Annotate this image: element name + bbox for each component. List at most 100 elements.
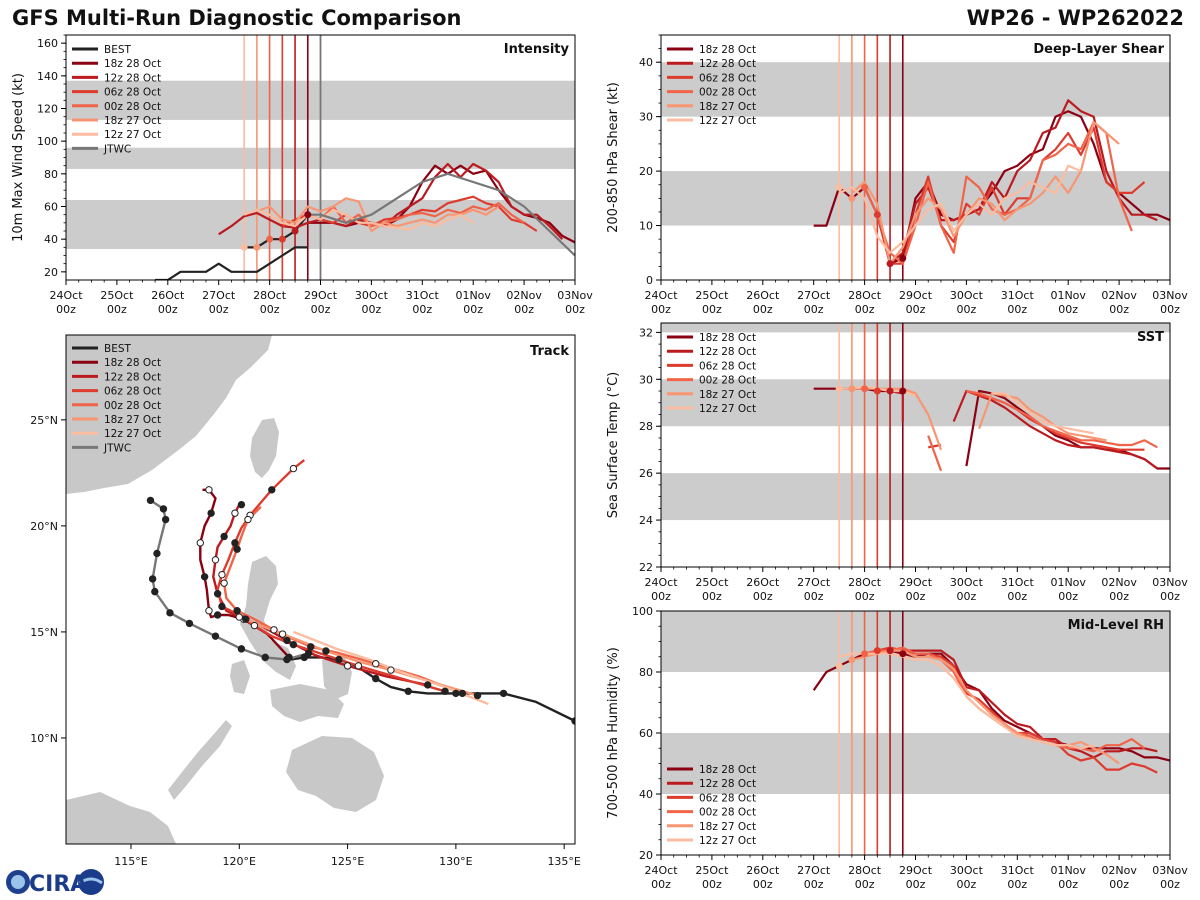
track-point-12z-28-oct bbox=[424, 681, 432, 689]
shear-legend-label-06z-28-oct: 06z 28 Oct bbox=[699, 72, 756, 84]
track-legend-label-best: BEST bbox=[104, 343, 132, 355]
track-point-18z-27-oct bbox=[242, 615, 250, 623]
track-line-12z-27-oct bbox=[292, 630, 489, 706]
shear-ytick-label: 30 bbox=[639, 111, 653, 124]
sst-xtick-sublabel: 00z bbox=[702, 590, 722, 603]
rh-xtick-label: 31Oct bbox=[1001, 864, 1035, 877]
track-point-12z-28-oct bbox=[235, 613, 243, 621]
track-point-00z-28-oct bbox=[270, 626, 278, 634]
shear-xtick-label: 03Nov bbox=[1152, 289, 1188, 302]
shear-legend-label-12z-28-oct: 12z 28 Oct bbox=[699, 58, 756, 70]
rh-xtick-sublabel: 00z bbox=[1007, 878, 1027, 891]
shear-xtick-label: 30Oct bbox=[950, 289, 984, 302]
intensity-xtick-label: 03Nov bbox=[557, 289, 593, 302]
rh-xtick-label: 29Oct bbox=[899, 864, 933, 877]
rh-legend-label-06z-28-oct: 06z 28 Oct bbox=[699, 792, 756, 804]
cira-logo: CIRA bbox=[6, 869, 104, 897]
intensity-ytick-label: 20 bbox=[44, 266, 58, 279]
track-point-jtwc bbox=[304, 649, 313, 657]
rh-xtick-sublabel: 00z bbox=[855, 878, 875, 891]
intensity-legend-label-00z-28-oct: 00z 28 Oct bbox=[104, 101, 161, 113]
land-visayas bbox=[270, 684, 344, 722]
sst-xtick-sublabel: 00z bbox=[906, 590, 926, 603]
shear-xtick-label: 31Oct bbox=[1001, 289, 1035, 302]
track-point-12z-28-oct bbox=[231, 509, 239, 517]
shear-init-dot-12z-27-oct bbox=[835, 183, 843, 191]
intensity-xtick-sublabel: 00z bbox=[209, 303, 229, 316]
sst-xtick-label: 31Oct bbox=[1001, 576, 1035, 589]
shear-xtick-sublabel: 00z bbox=[1109, 303, 1129, 316]
track-point-jtwc bbox=[151, 587, 159, 596]
sst-band-2 bbox=[661, 323, 1170, 333]
track-ytick-label: 10°N bbox=[30, 732, 58, 745]
shear-xtick-sublabel: 00z bbox=[855, 303, 875, 316]
shear-series-12z-27-oct-5 bbox=[838, 164, 1082, 254]
intensity-legend-label-18z-28-oct: 18z 28 Oct bbox=[104, 58, 161, 70]
track-xtick-label: 120°E bbox=[223, 855, 256, 868]
track-ytick-label: 25°N bbox=[30, 414, 58, 427]
intensity-series-12z-27-oct-7 bbox=[243, 208, 474, 231]
shear-xtick-label: 28Oct bbox=[848, 289, 882, 302]
track-point-12z-28-oct bbox=[343, 662, 352, 670]
shear-xtick-sublabel: 00z bbox=[702, 303, 722, 316]
sst-legend: 18z 28 Oct 12z 28 Oct 06z 28 Oct 00z 28 Oct… bbox=[667, 332, 756, 415]
shear-ytick-label: 20 bbox=[639, 165, 653, 178]
shear-plot-area bbox=[661, 35, 1170, 280]
intensity-ytick-label: 60 bbox=[44, 201, 58, 214]
intensity-xtick-label: 01Nov bbox=[455, 289, 491, 302]
rh-ytick-label: 60 bbox=[639, 727, 653, 740]
intensity-title: Intensity bbox=[504, 42, 570, 57]
rh-xtick-sublabel: 00z bbox=[702, 878, 722, 891]
intensity-legend: BEST 18z 28 Oct 12z 28 Oct 06z 28 Oct 00z 28… bbox=[72, 44, 161, 155]
sst-ytick-label: 30 bbox=[639, 373, 653, 386]
rh-ytick-label: 100 bbox=[632, 605, 653, 618]
rh-panel: 2040608010024Oct00z25Oct00z26Oct00z27Oct… bbox=[606, 605, 1188, 891]
shear-xtick-label: 02Nov bbox=[1101, 289, 1137, 302]
rh-series-18z-27-oct-4 bbox=[851, 649, 1120, 765]
sst-panel: 22242628303224Oct00z25Oct00z26Oct00z27Oc… bbox=[606, 322, 1188, 603]
sst-init-dot-12z-27-oct bbox=[835, 385, 843, 393]
shear-legend-label-00z-28-oct: 00z 28 Oct bbox=[699, 87, 756, 99]
sst-xtick-sublabel: 00z bbox=[957, 590, 977, 603]
intensity-legend-label-12z-27-oct: 12z 27 Oct bbox=[104, 129, 161, 141]
shear-xtick-sublabel: 00z bbox=[753, 303, 773, 316]
sst-init-dot-00z-28-oct bbox=[861, 385, 869, 393]
intensity-init-dot-06z-28-oct bbox=[278, 235, 286, 243]
shear-xtick-label: 25Oct bbox=[695, 289, 729, 302]
intensity-ylabel: 10m Max Wind Speed (kt) bbox=[11, 73, 26, 242]
track-point-06z-28-oct bbox=[289, 640, 298, 649]
sst-xtick-label: 03Nov bbox=[1152, 576, 1188, 589]
rh-ytick-label: 20 bbox=[639, 849, 653, 862]
intensity-legend-label-12z-28-oct: 12z 28 Oct bbox=[104, 72, 161, 84]
rh-xtick-sublabel: 00z bbox=[1058, 878, 1078, 891]
intensity-series-jtwc-8 bbox=[307, 172, 575, 257]
intensity-xtick-label: 02Nov bbox=[506, 289, 542, 302]
land-mindoro bbox=[230, 660, 250, 694]
sst-legend-label-06z-28-oct: 06z 28 Oct bbox=[699, 360, 756, 372]
track-point-06z-28-oct bbox=[218, 602, 226, 611]
intensity-xtick-label: 25Oct bbox=[100, 289, 134, 302]
shear-xtick-sublabel: 00z bbox=[1007, 303, 1027, 316]
shear-series-18z-27-oct-4 bbox=[851, 120, 1120, 265]
sst-plot-area bbox=[661, 323, 1170, 567]
shear-xtick-sublabel: 00z bbox=[1058, 303, 1078, 316]
shear-xtick-label: 24Oct bbox=[644, 289, 678, 302]
intensity-xtick-label: 27Oct bbox=[202, 289, 236, 302]
sst-init-dot-12z-28-oct bbox=[886, 387, 894, 395]
intensity-xtick-sublabel: 00z bbox=[158, 303, 178, 316]
intensity-legend-label-18z-27-oct: 18z 27 Oct bbox=[104, 115, 161, 127]
sst-ytick-label: 32 bbox=[639, 326, 653, 339]
rh-xtick-label: 30Oct bbox=[950, 864, 984, 877]
track-legend-label-00z-28-oct: 00z 28 Oct bbox=[104, 400, 161, 412]
track-ytick-label: 15°N bbox=[30, 626, 58, 639]
rh-init-dot-06z-28-oct bbox=[873, 647, 881, 655]
track-point-18z-27-oct bbox=[473, 691, 482, 700]
sst-xtick-label: 28Oct bbox=[848, 576, 882, 589]
land-taiwan bbox=[250, 418, 279, 478]
sst-legend-label-12z-28-oct: 12z 28 Oct bbox=[699, 346, 756, 358]
intensity-init-dot-12z-27-oct bbox=[240, 243, 248, 251]
track-point-06z-28-oct bbox=[218, 570, 226, 579]
shear-xtick-sublabel: 00z bbox=[1160, 303, 1180, 316]
shear-init-dot-06z-28-oct bbox=[873, 211, 881, 219]
